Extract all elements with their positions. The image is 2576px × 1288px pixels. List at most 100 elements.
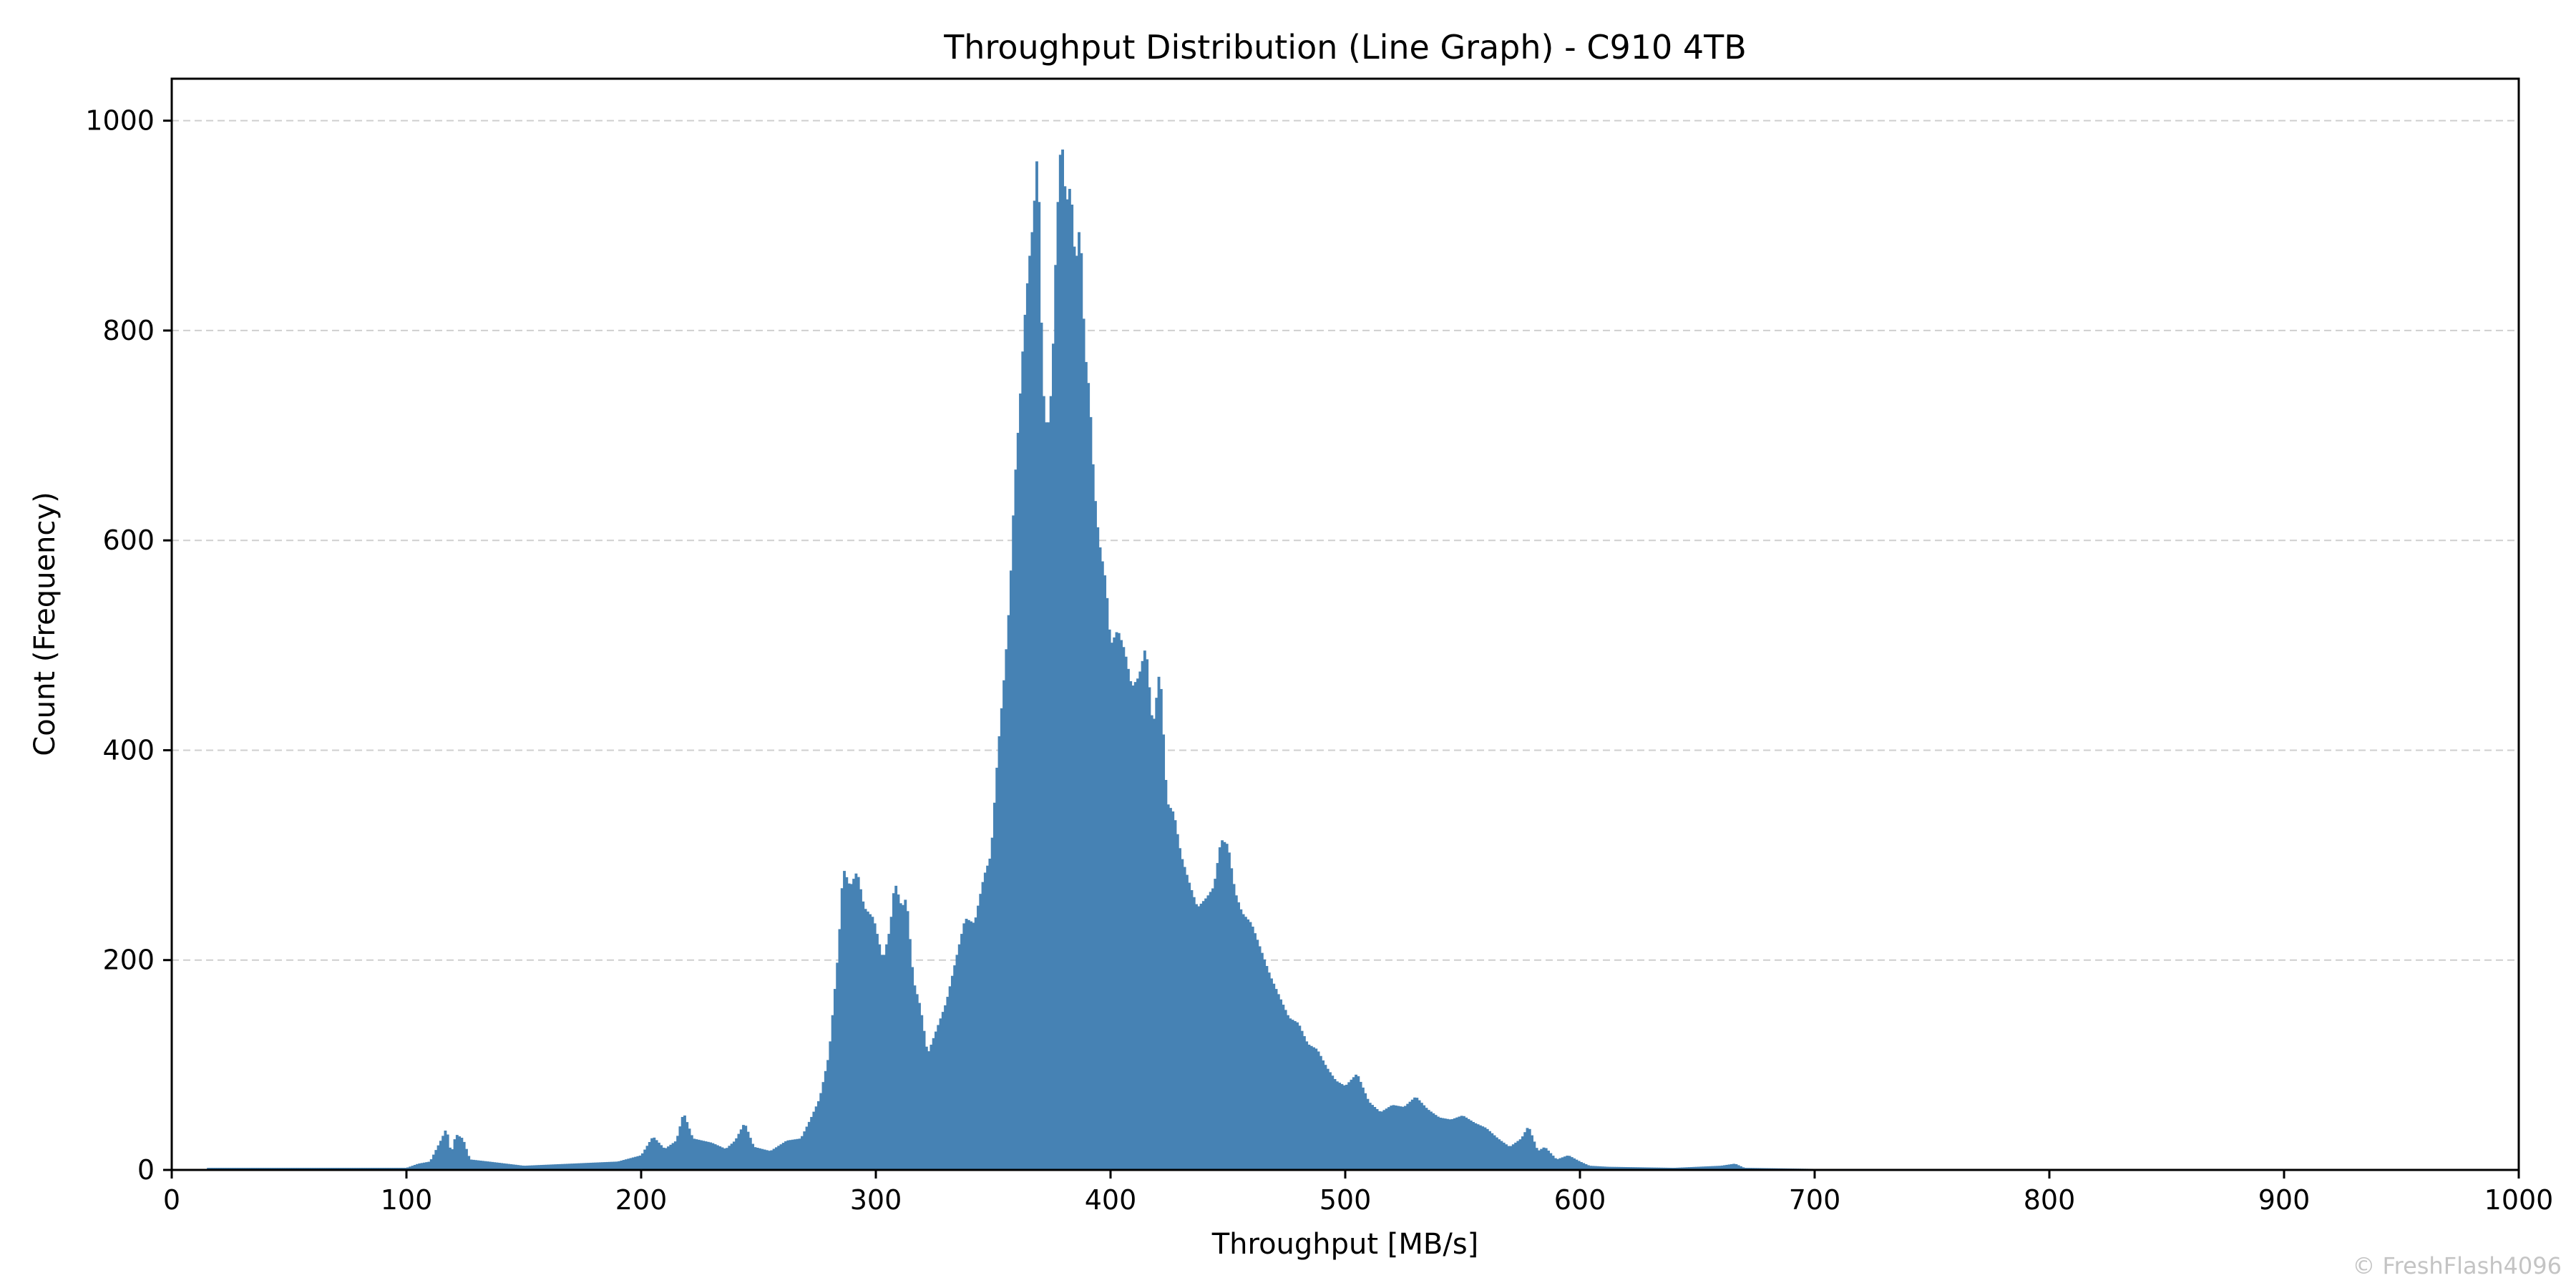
histogram-bar: [645, 1146, 649, 1170]
histogram-bar: [1007, 615, 1010, 1170]
histogram-bar: [1347, 1082, 1351, 1170]
histogram-bar: [509, 1163, 513, 1170]
x-tick-label: 500: [1319, 1184, 1372, 1216]
histogram-bar: [1648, 1167, 1651, 1170]
histogram-bar: [831, 1015, 834, 1170]
histogram-bar: [552, 1164, 555, 1170]
histogram-bar: [801, 1136, 804, 1170]
histogram-bar: [1068, 188, 1071, 1171]
histogram-bar: [869, 914, 872, 1170]
histogram-bar: [862, 901, 865, 1170]
histogram-bar: [904, 899, 907, 1170]
histogram-bar: [937, 1025, 940, 1170]
histogram-bar: [653, 1137, 656, 1170]
histogram-bar: [577, 1163, 581, 1170]
histogram-bar: [1399, 1106, 1402, 1170]
histogram-bar: [924, 1046, 928, 1170]
histogram-bar: [713, 1144, 717, 1170]
histogram-bar: [697, 1139, 701, 1170]
histogram-bar: [974, 917, 977, 1170]
histogram-bar: [1012, 515, 1015, 1170]
histogram-bar: [620, 1160, 623, 1170]
chart-title: Throughput Distribution (Line Graph) - C…: [943, 28, 1747, 67]
histogram-bar: [1639, 1167, 1641, 1170]
histogram-bar: [930, 1044, 933, 1170]
histogram-bar: [455, 1135, 459, 1170]
histogram-bar: [876, 934, 879, 1170]
x-tick-label: 700: [1789, 1184, 1841, 1216]
histogram-bar: [1319, 1055, 1322, 1170]
histogram-bar: [1366, 1098, 1370, 1170]
histogram-bar: [1556, 1158, 1560, 1170]
histogram-bar: [1260, 952, 1264, 1170]
histogram-bar: [1150, 715, 1153, 1170]
histogram-bar: [1711, 1166, 1714, 1170]
histogram-bars: [207, 149, 2519, 1171]
histogram-bar: [439, 1141, 442, 1170]
histogram-bar: [821, 1082, 825, 1170]
histogram-bar: [1390, 1106, 1393, 1170]
histogram-bar: [843, 871, 846, 1170]
histogram-bar: [1181, 859, 1184, 1170]
histogram-bar: [1357, 1076, 1360, 1170]
histogram-bar: [1023, 314, 1027, 1171]
histogram-bar: [1171, 811, 1175, 1170]
histogram-bar: [1122, 647, 1126, 1170]
histogram-bar: [479, 1160, 482, 1170]
x-tick-label: 200: [615, 1184, 668, 1216]
histogram-bar: [1166, 804, 1170, 1170]
histogram-bar: [425, 1162, 429, 1170]
histogram-bar: [1406, 1103, 1410, 1170]
histogram-bar: [556, 1164, 560, 1170]
histogram-bar: [596, 1162, 600, 1170]
histogram-bar: [882, 955, 886, 1170]
histogram-bar: [1025, 283, 1029, 1170]
histogram-bar: [702, 1141, 706, 1170]
histogram-bar: [1657, 1167, 1661, 1170]
histogram-bar: [1183, 867, 1186, 1170]
histogram-bar: [1392, 1105, 1395, 1170]
histogram-bar: [585, 1163, 588, 1170]
histogram-bar: [1591, 1166, 1595, 1170]
histogram-bar: [935, 1031, 937, 1170]
histogram-bar: [970, 921, 973, 1170]
histogram-bar: [519, 1165, 522, 1170]
histogram-bar: [1377, 1111, 1381, 1170]
histogram-bar: [1270, 978, 1273, 1170]
histogram-bar: [1289, 1018, 1292, 1170]
histogram-bar: [1368, 1103, 1372, 1170]
histogram-bar: [794, 1139, 797, 1170]
histogram-bar: [1228, 852, 1231, 1170]
histogram-bar: [739, 1129, 743, 1170]
histogram-bar: [1718, 1166, 1722, 1170]
histogram-bar: [1098, 547, 1102, 1170]
histogram-bar: [1463, 1116, 1465, 1170]
histogram-bar: [1631, 1167, 1635, 1170]
histogram-bar: [1000, 708, 1003, 1170]
histogram-bar: [1291, 1020, 1294, 1170]
histogram-bar: [1002, 680, 1005, 1170]
histogram-bar: [594, 1162, 597, 1170]
histogram-bar: [1516, 1141, 1520, 1170]
histogram-bar: [1650, 1167, 1654, 1170]
histogram-bar: [932, 1038, 935, 1170]
histogram-bar: [641, 1153, 644, 1170]
histogram-bar: [1153, 718, 1156, 1170]
histogram-bar: [465, 1148, 468, 1170]
histogram-bar: [1737, 1165, 1740, 1170]
histogram-bar: [1704, 1166, 1707, 1170]
histogram-bar: [1690, 1166, 1694, 1170]
histogram-bar: [1430, 1111, 1433, 1170]
histogram-bar: [1687, 1167, 1691, 1170]
histogram-bar: [817, 1101, 820, 1170]
histogram-bar: [1148, 687, 1151, 1170]
histogram-bar: [610, 1161, 614, 1170]
histogram-bar: [854, 873, 858, 1170]
histogram-bar: [1652, 1167, 1656, 1170]
histogram-bar: [1211, 888, 1214, 1170]
histogram-bar: [774, 1147, 778, 1170]
histogram-bar: [972, 922, 975, 1170]
histogram-bar: [1394, 1105, 1397, 1170]
histogram-bar: [1080, 253, 1083, 1171]
